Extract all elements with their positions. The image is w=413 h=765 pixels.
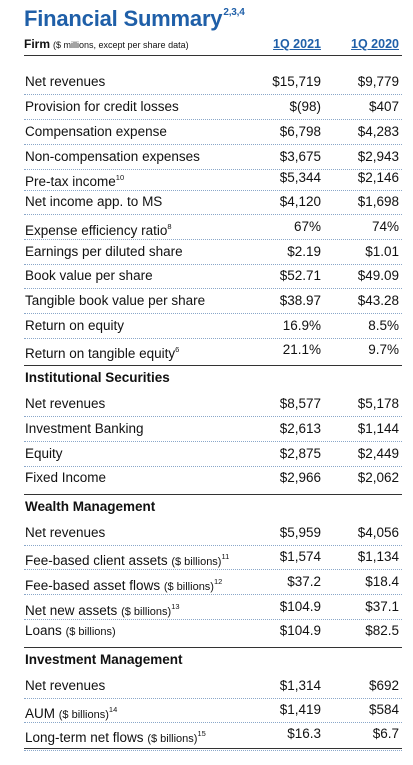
- table-row: Net income app. to MS $4,120 $1,698: [24, 190, 402, 215]
- page-title: Financial Summary2,3,4: [24, 6, 245, 31]
- table-row: Earnings per diluted share $2.19 $1.01: [24, 240, 402, 265]
- table-row: Provision for credit losses $(98) $407: [24, 95, 402, 120]
- header-rule: [24, 55, 402, 56]
- table-row: Pre-tax income10 $5,344 $2,146: [24, 166, 402, 191]
- section-heading-wealth-management: Wealth Management: [24, 494, 402, 519]
- table-row: Investment Banking $2,613 $1,144: [24, 417, 402, 442]
- table-row: Net revenues $15,719 $9,779: [24, 70, 402, 95]
- column-header-1q-2020: 1Q 2020: [351, 37, 399, 51]
- table-row: AUM ($ billions)14 $1,419 $584: [24, 698, 402, 723]
- table-bottom-rule: [24, 748, 402, 749]
- dotted-divider: [24, 750, 402, 751]
- table-row: Compensation expense $6,798 $4,283: [24, 120, 402, 145]
- firm-label: Firm ($ millions, except per share data): [24, 37, 189, 51]
- table-row: Long-term net flows ($ billions)15 $16.3 $…: [25, 726, 399, 745]
- table-row: Return on tangible equity6 21.1% 9.7%: [25, 342, 399, 361]
- table-row: Expense efficiency ratio8 67% 74%: [24, 215, 402, 240]
- table-header: Firm ($ millions, except per share data) …: [24, 37, 402, 53]
- table-row: Fixed Income $2,966 $2,062: [25, 470, 399, 485]
- table-row: Net revenues $1,314 $692: [24, 674, 402, 699]
- table-row: Tangible book value per share $38.97 $43.2…: [24, 289, 402, 314]
- table-row: Book value per share $52.71 $49.09: [24, 264, 402, 289]
- table-row: Net revenues $8,577 $5,178: [24, 392, 402, 417]
- firm-note: ($ millions, except per share data): [53, 40, 189, 50]
- table-row: Non-compensation expenses $3,675 $2,943: [24, 145, 402, 170]
- table-row: Fee-based client assets ($ billions)11 $1…: [24, 545, 402, 570]
- table-row: Loans ($ billions) $104.9 $82.5: [25, 623, 399, 638]
- section-heading-institutional-securities: Institutional Securities: [24, 365, 402, 390]
- table-row: Net new assets ($ billions)13 $104.9 $37.1: [24, 595, 402, 620]
- table-row: Fee-based asset flows ($ billions)12 $37.…: [24, 570, 402, 595]
- table-row: Equity $2,875 $2,449: [24, 442, 402, 467]
- column-header-1q-2021: 1Q 2021: [273, 37, 321, 51]
- table-row: Return on equity 16.9% 8.5%: [24, 314, 402, 339]
- section-heading-investment-management: Investment Management: [24, 647, 402, 672]
- table-row: Net revenues $5,959 $4,056: [24, 521, 402, 546]
